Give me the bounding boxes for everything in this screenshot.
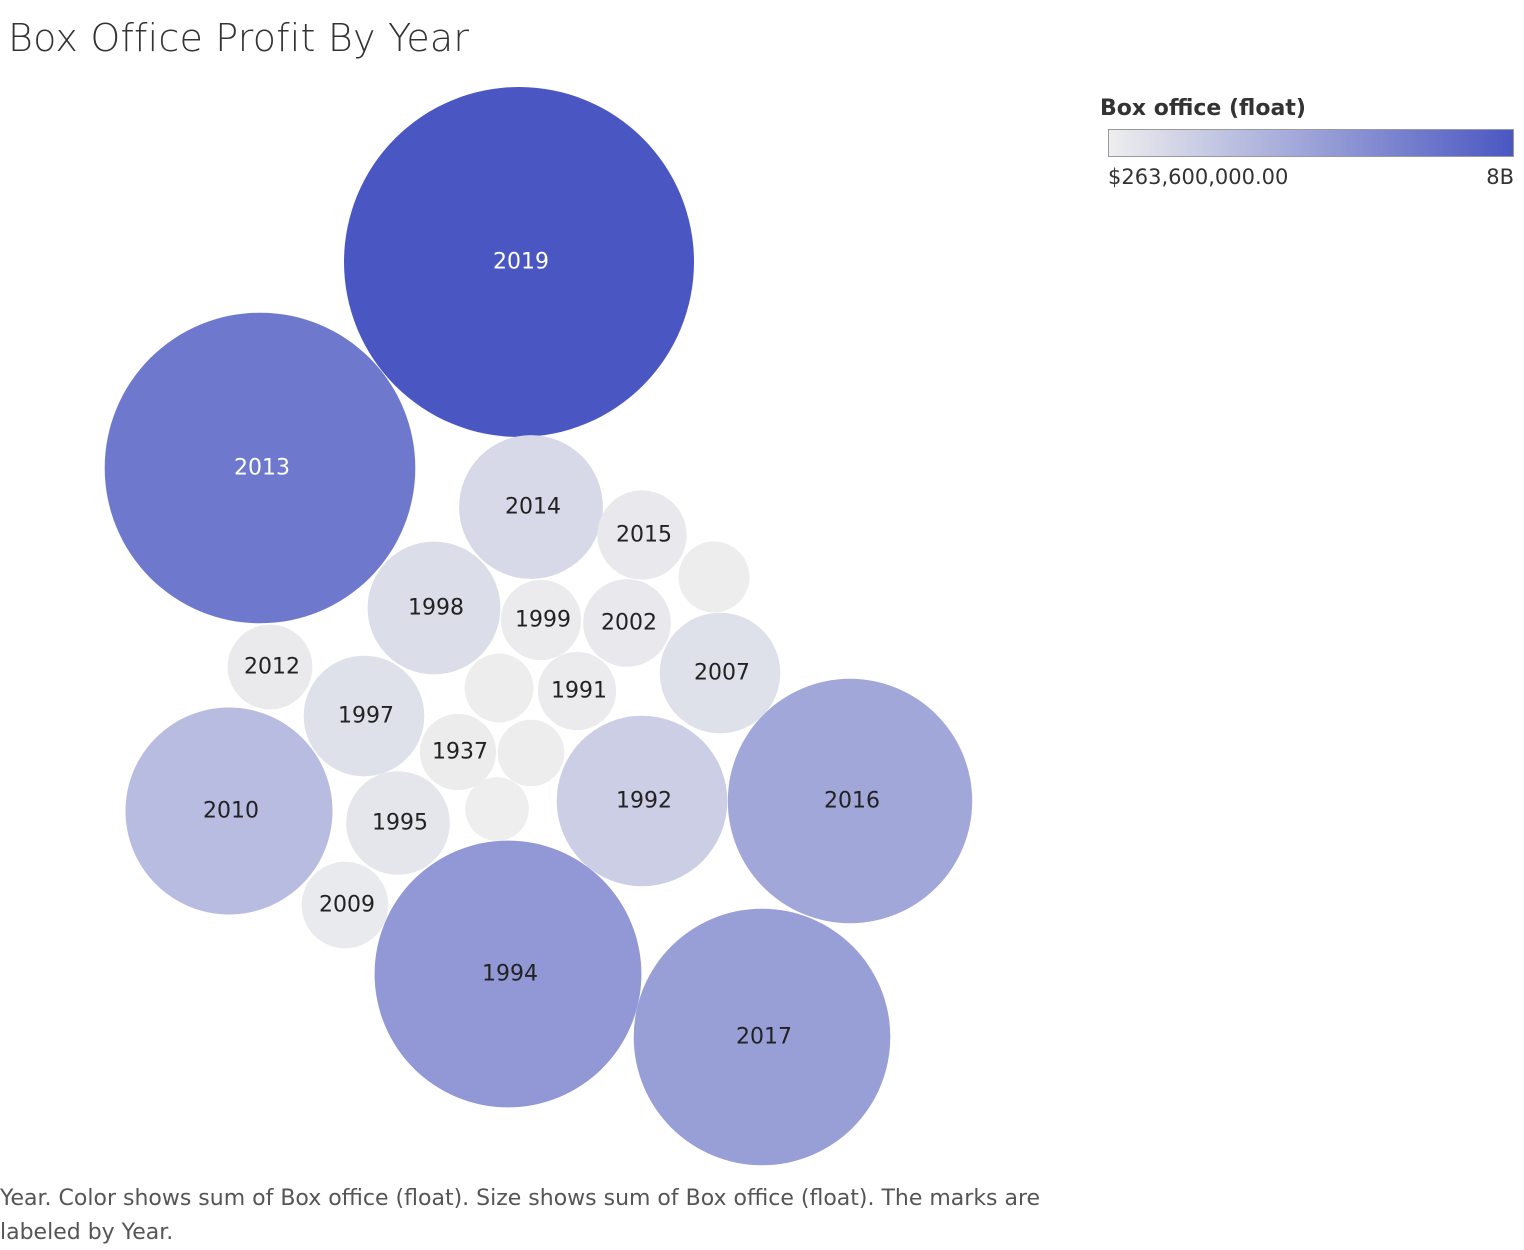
bubble-label: 2014 [505,495,561,520]
bubble-mark[interactable] [344,87,694,437]
bubble-label: 1999 [515,608,571,633]
bubble-label: 2015 [616,523,672,548]
bubble-label: 2013 [234,456,290,481]
bubble-1999[interactable]: 1999 [500,579,582,661]
bubble-label: 1937 [432,740,488,765]
bubble-unlabeled[interactable] [497,719,565,787]
bubble-mark[interactable] [464,653,534,723]
bubble-unlabeled[interactable] [678,541,750,613]
bubble-label: 2010 [203,799,259,824]
bubble-unlabeled[interactable] [465,777,529,841]
bubble-1992[interactable]: 1992 [556,715,728,887]
bubble-mark[interactable] [346,771,450,875]
bubble-2007[interactable]: 2007 [659,612,781,734]
bubble-label: 1994 [482,962,538,987]
legend-min-label: $263,600,000.00 [1108,165,1289,189]
bubble-mark[interactable] [659,612,781,734]
bubble-mark[interactable] [374,840,642,1108]
bubble-label: 2012 [244,655,300,680]
bubble-label: 2009 [319,893,375,918]
bubble-2017[interactable]: 2017 [633,908,891,1166]
color-legend: Box office (float) $263,600,000.00 8B [1100,96,1514,195]
bubble-1994[interactable]: 1994 [374,840,642,1108]
bubble-mark[interactable] [104,312,416,624]
bubble-mark[interactable] [227,624,313,710]
bubble-label: 1995 [372,811,428,836]
bubble-2016[interactable]: 2016 [727,678,973,924]
bubble-2010[interactable]: 2010 [125,707,333,915]
bubble-2012[interactable]: 2012 [227,624,313,710]
bubble-mark[interactable] [678,541,750,613]
bubble-label: 1997 [338,704,394,729]
bubble-label: 2019 [493,250,549,275]
bubble-1997[interactable]: 1997 [303,655,425,777]
bubble-2019[interactable]: 2019 [344,87,694,437]
bubble-mark[interactable] [583,579,671,667]
bubble-mark[interactable] [727,678,973,924]
bubble-unlabeled[interactable] [464,653,534,723]
bubble-mark[interactable] [537,651,617,731]
legend-color-ramp [1108,129,1514,157]
bubble-label: 2007 [694,661,750,686]
bubble-mark[interactable] [419,713,497,791]
bubble-1937[interactable]: 1937 [419,713,497,791]
bubble-mark[interactable] [597,490,687,580]
bubble-mark[interactable] [367,541,501,675]
bubble-label: 1998 [408,596,464,621]
bubble-2013[interactable]: 2013 [104,312,416,624]
legend-max-label: 8B [1486,165,1514,189]
bubble-2015[interactable]: 2015 [597,490,687,580]
bubble-2009[interactable]: 2009 [301,861,389,949]
bubble-1991[interactable]: 1991 [537,651,617,731]
bubble-2002[interactable]: 2002 [583,579,671,667]
bubble-1995[interactable]: 1995 [346,771,450,875]
bubble-mark[interactable] [500,579,582,661]
bubble-mark[interactable] [303,655,425,777]
bubble-mark[interactable] [125,707,333,915]
legend-title: Box office (float) [1100,96,1306,121]
bubble-mark[interactable] [301,861,389,949]
bubble-label: 2016 [824,789,880,814]
bubble-label: 2002 [601,611,657,636]
bubble-label: 1992 [616,789,672,814]
legend-labels: $263,600,000.00 8B [1100,165,1514,195]
bubble-mark[interactable] [633,908,891,1166]
bubble-1998[interactable]: 1998 [367,541,501,675]
bubble-label: 1991 [551,679,607,704]
bubble-2014[interactable]: 2014 [459,435,603,579]
bubble-mark[interactable] [497,719,565,787]
bubble-mark[interactable] [556,715,728,887]
bubble-mark[interactable] [459,435,603,579]
bubble-label: 2017 [736,1025,792,1050]
chart-caption: Year. Color shows sum of Box office (flo… [0,1186,1041,1245]
chart-title: Box Office Profit By Year [8,16,470,60]
bubble-mark[interactable] [465,777,529,841]
